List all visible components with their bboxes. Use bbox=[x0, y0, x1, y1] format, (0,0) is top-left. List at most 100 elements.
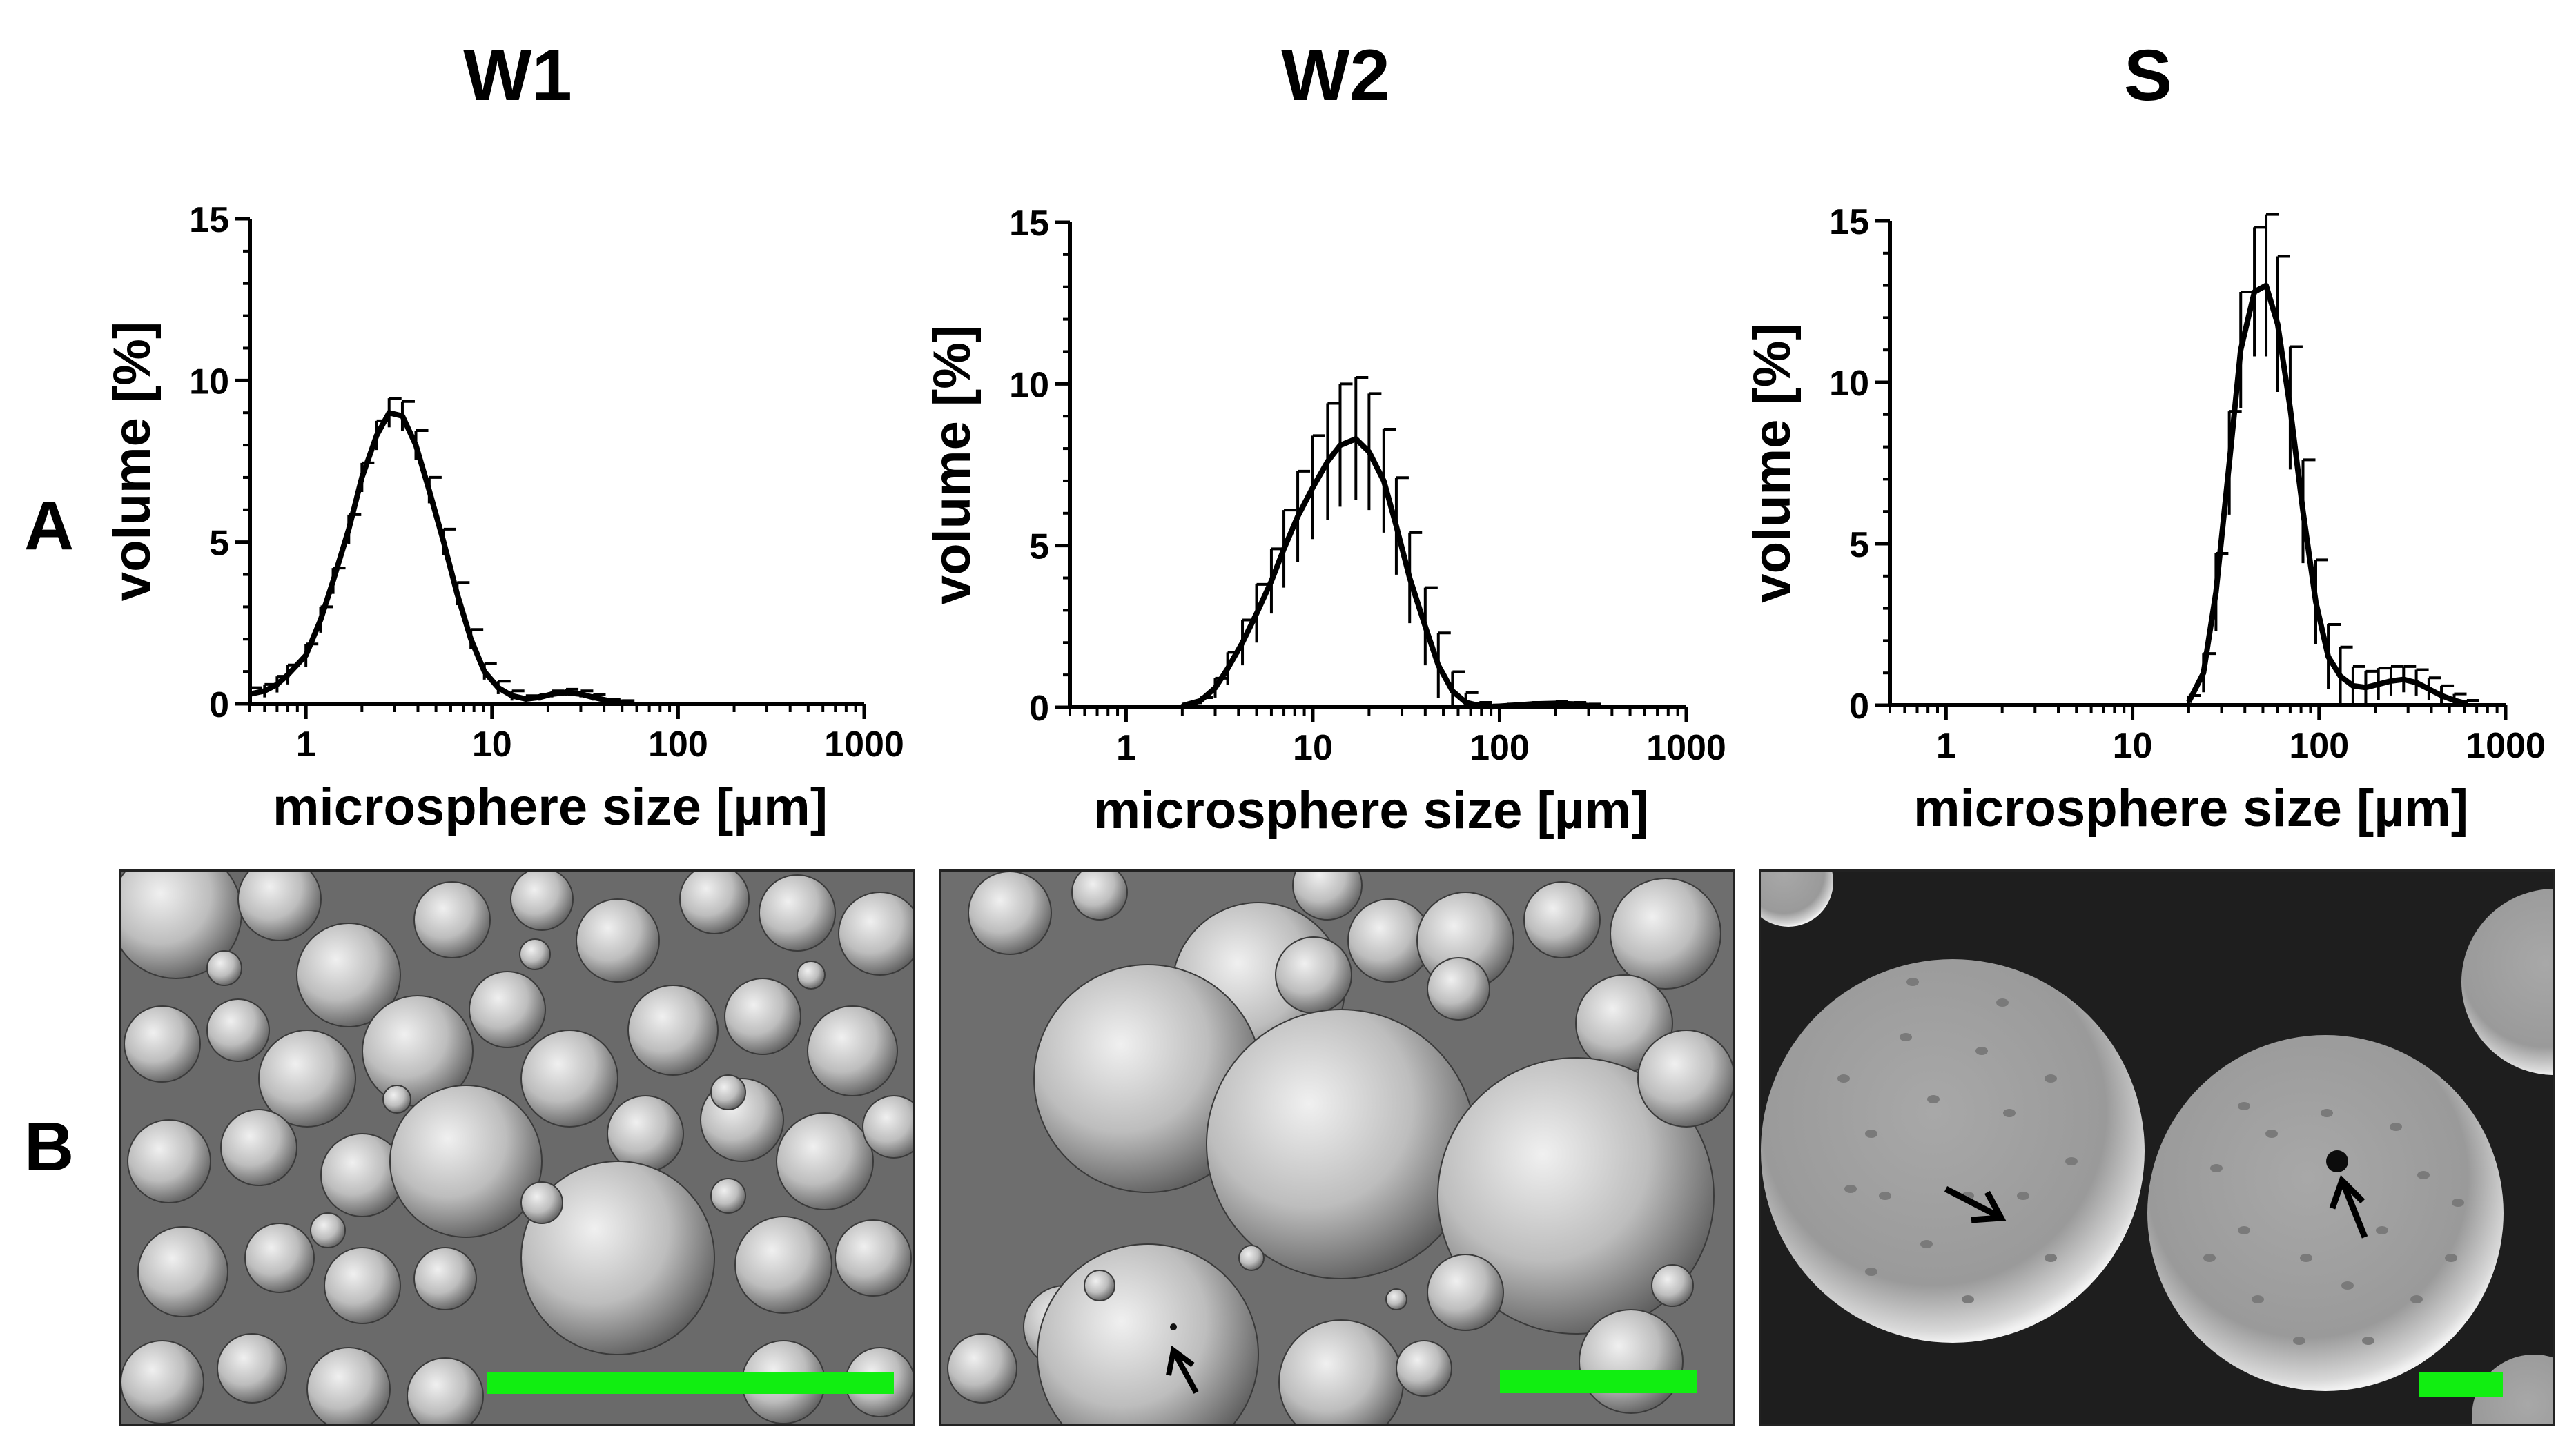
surface-dimple bbox=[2417, 1171, 2430, 1179]
microsphere bbox=[510, 872, 574, 931]
surface-dimple bbox=[2376, 1226, 2388, 1234]
microsphere bbox=[724, 978, 801, 1055]
microsphere bbox=[244, 1223, 315, 1293]
surface-dimple bbox=[2410, 1295, 2423, 1303]
surface-dimple bbox=[2265, 1130, 2278, 1138]
y-tick-label: 10 bbox=[189, 362, 229, 402]
y-tick-label: 15 bbox=[189, 200, 229, 240]
microsphere bbox=[389, 1085, 543, 1238]
x-tick-label: 10 bbox=[1293, 728, 1333, 768]
microsphere bbox=[306, 1347, 391, 1424]
microsphere bbox=[1651, 1264, 1694, 1307]
surface-dimple bbox=[2445, 1254, 2457, 1262]
microsphere bbox=[124, 1005, 201, 1083]
x-tick-label: 1 bbox=[1116, 728, 1136, 768]
microsphere bbox=[797, 961, 826, 990]
chart-panel-a-w1: 0 5 10 15 1 10 100 1000 microsphere size [µm] vol… bbox=[103, 200, 904, 836]
microsphere bbox=[835, 1219, 912, 1297]
surface-dimple bbox=[2321, 1109, 2333, 1117]
surface-dimple bbox=[2300, 1254, 2312, 1262]
microsphere bbox=[296, 923, 401, 1027]
microsphere bbox=[520, 1030, 618, 1128]
microsphere bbox=[520, 1161, 715, 1355]
surface-dimple bbox=[1996, 998, 2009, 1007]
microsphere bbox=[206, 998, 270, 1062]
surface-dimple bbox=[1865, 1130, 1877, 1138]
x-tick-label: 10 bbox=[2113, 726, 2153, 766]
microsphere bbox=[679, 872, 750, 934]
x-tick-label: 100 bbox=[2289, 726, 2349, 766]
x-tick-label: 100 bbox=[648, 725, 708, 765]
surface-dimple bbox=[2238, 1102, 2250, 1110]
y-tick-label: 10 bbox=[1829, 364, 1869, 404]
chart-panel-a-w2: 0 5 10 15 1 10 100 1000 microsphere size [µm] vol… bbox=[923, 204, 1726, 840]
microsphere bbox=[710, 1074, 746, 1110]
microsphere bbox=[807, 1005, 898, 1096]
microsphere bbox=[776, 1112, 874, 1210]
series-line bbox=[1181, 436, 1589, 710]
microsphere bbox=[413, 881, 491, 958]
x-tick-label: 1 bbox=[296, 725, 316, 765]
surface-dimple bbox=[2210, 1164, 2223, 1172]
surface-dimple bbox=[2238, 1226, 2250, 1234]
x-tick-label: 1000 bbox=[2466, 726, 2546, 766]
microsphere bbox=[1238, 1245, 1265, 1271]
column-title-w1: W1 bbox=[463, 35, 572, 116]
surface-dimple bbox=[1865, 1268, 1877, 1276]
microsphere bbox=[862, 1095, 913, 1159]
x-axis-title: microsphere size [µm] bbox=[1913, 779, 2468, 838]
sem-micrograph-w1 bbox=[121, 872, 913, 1424]
microsphere bbox=[1071, 872, 1128, 921]
y-axis-title: volume [%] bbox=[1743, 323, 1802, 602]
microsphere bbox=[1275, 936, 1352, 1014]
y-tick-label: 15 bbox=[1829, 202, 1869, 242]
row-label-a: A bbox=[24, 487, 75, 564]
surface-dimple bbox=[2003, 1109, 2016, 1117]
series-line bbox=[249, 410, 623, 705]
surface-dimple bbox=[2045, 1254, 2057, 1262]
microsphere bbox=[968, 872, 1052, 955]
microsphere bbox=[1523, 881, 1601, 958]
y-tick-label: 5 bbox=[1849, 525, 1869, 565]
y-tick-label: 5 bbox=[209, 524, 229, 564]
microsphere bbox=[258, 1030, 356, 1128]
microsphere bbox=[734, 1216, 832, 1314]
microsphere bbox=[137, 1226, 228, 1317]
microsphere bbox=[1084, 1270, 1115, 1301]
sem-image-s bbox=[1759, 869, 2555, 1426]
y-tick-label: 5 bbox=[1029, 527, 1049, 567]
sem-image-w1 bbox=[119, 869, 915, 1426]
sem-micrograph-s bbox=[1761, 872, 2553, 1424]
microsphere bbox=[324, 1247, 401, 1324]
microsphere bbox=[237, 872, 322, 941]
y-axis-title: volume [%] bbox=[923, 325, 982, 604]
surface-dimple bbox=[2252, 1295, 2264, 1303]
surface-dimple bbox=[1844, 1185, 1857, 1193]
microsphere bbox=[1637, 1030, 1733, 1128]
surface-dimple bbox=[2065, 1157, 2078, 1165]
column-title-s: S bbox=[2123, 35, 2173, 116]
y-axis-title: volume [%] bbox=[103, 322, 162, 601]
surface-dimple bbox=[2452, 1199, 2464, 1207]
chart-panel-a-s: 0 5 10 15 1 10 100 1000 microsphere size [µm] vol… bbox=[1743, 202, 2546, 838]
microsphere bbox=[1610, 878, 1721, 990]
x-tick-label: 10 bbox=[472, 725, 512, 765]
arrow-pore-w2 bbox=[1166, 1323, 1199, 1394]
microsphere bbox=[1437, 1057, 1715, 1335]
column-title-w2: W2 bbox=[1281, 35, 1390, 116]
y-tick-label: 15 bbox=[1009, 204, 1049, 244]
y-tick-label: 0 bbox=[209, 685, 229, 725]
surface-dimple bbox=[2017, 1192, 2029, 1200]
x-tick-label: 100 bbox=[1470, 728, 1530, 768]
surface-dimple bbox=[2203, 1254, 2216, 1262]
x-axis-title: microsphere size [µm] bbox=[1093, 781, 1648, 840]
surface-dimple bbox=[1900, 1033, 1912, 1041]
microsphere bbox=[1427, 1254, 1504, 1331]
surface-dimple bbox=[1920, 1240, 1933, 1248]
scale-bar-s bbox=[2419, 1372, 2503, 1397]
scale-bar-w1 bbox=[487, 1372, 894, 1394]
surface-dimple bbox=[1837, 1074, 1850, 1083]
surface-dimple bbox=[1975, 1047, 1988, 1055]
microsphere bbox=[220, 1109, 297, 1186]
